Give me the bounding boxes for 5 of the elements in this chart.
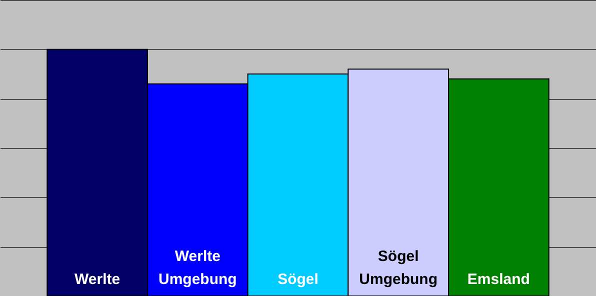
x-tick-label: Sögel Umgebung — [359, 248, 438, 288]
x-tick-label: Sögel — [278, 271, 318, 288]
x-tick-label: Werlte — [74, 271, 120, 288]
x-tick-label: Werlte Umgebung — [158, 248, 237, 288]
x-tick-label: Emsland — [467, 271, 530, 288]
